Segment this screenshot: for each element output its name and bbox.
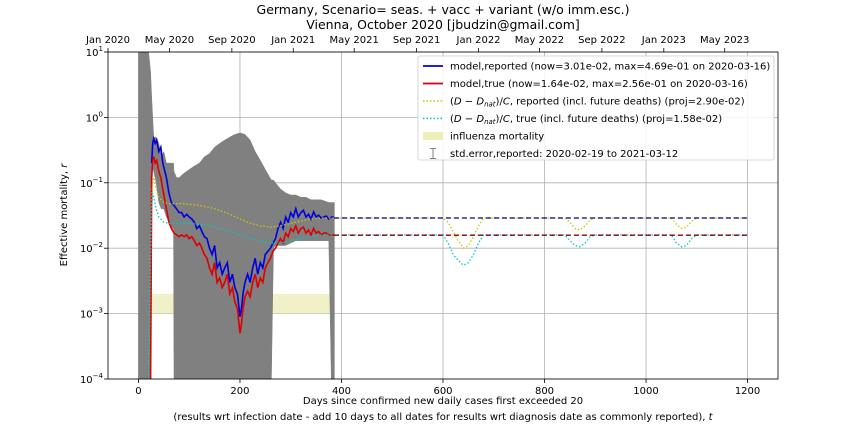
chart-subtitle: Vienna, October 2020 [jbudzin@gmail.com] — [306, 17, 580, 32]
x-axis-label-2: (results wrt infection date - add 10 day… — [173, 412, 713, 423]
top-tick-label: May 2021 — [330, 35, 379, 46]
top-tick-label: May 2020 — [145, 35, 194, 46]
y-axis-label: Effective mortality, r — [59, 163, 70, 267]
series-line-0 — [150, 135, 334, 317]
y-tick-label: 10−3 — [80, 307, 103, 321]
legend-label-3: (D − Dnat)/C, true (incl. future deaths)… — [450, 114, 722, 126]
legend-box — [417, 55, 775, 161]
legend-label-2: (D − Dnat)/C, reported (incl. future dea… — [450, 97, 745, 109]
x-axis-ticks: 0 200 400 600 800 1000 1200 — [135, 379, 760, 397]
top-tick-label: Jan 2022 — [456, 35, 501, 46]
top-tick-label: May 2023 — [700, 35, 749, 46]
x-tick-label: 1200 — [735, 386, 760, 397]
x-tick-label: 800 — [535, 386, 554, 397]
top-tick-label: Sep 2022 — [578, 35, 625, 46]
top-tick-label: Sep 2020 — [208, 35, 255, 46]
x-tick-label: 0 — [135, 386, 141, 397]
legend-label-5: std.error,reported: 2020-02-19 to 2021-0… — [450, 149, 678, 160]
x-tick-label: 400 — [332, 386, 351, 397]
chart-title: Germany, Scenario= seas. + vacc + varian… — [257, 2, 630, 17]
legend-label-4: influenza mortality — [450, 132, 544, 143]
y-tick-label: 10−4 — [80, 372, 104, 386]
top-axis-ticks: Jan 2020 May 2020 Sep 2020 Jan 2021 May 2021… — [85, 35, 749, 52]
series-line-1 — [149, 156, 334, 380]
x-tick-label: 1000 — [633, 386, 658, 397]
top-tick-label: Jan 2020 — [85, 35, 130, 46]
x-tick-label: 600 — [433, 386, 452, 397]
x-axis-label: Days since confirmed new daily cases fir… — [303, 396, 583, 407]
y-tick-label: 10−1 — [80, 176, 103, 190]
legend-swatch-4 — [423, 132, 443, 140]
top-tick-label: Sep 2021 — [393, 35, 440, 46]
x-tick-label: 200 — [230, 386, 249, 397]
y-axis-ticks: 10−4 10−3 10−2 10−1 100 101 — [80, 45, 108, 386]
y-tick-label: 101 — [86, 45, 103, 59]
top-tick-label: Jan 2021 — [270, 35, 315, 46]
y-tick-label: 10−2 — [80, 241, 103, 255]
top-tick-label: May 2022 — [515, 35, 564, 46]
legend-label-0: model,reported (now=3.01e-02, max=4.69e-… — [450, 62, 770, 73]
legend: model,reported (now=3.01e-02, max=4.69e-… — [417, 55, 775, 161]
series-layer — [147, 135, 748, 380]
top-tick-label: Jan 2023 — [641, 35, 686, 46]
y-tick-label: 100 — [86, 110, 103, 124]
legend-label-1: model,true (now=1.64e-02, max=2.56e-01 o… — [450, 79, 748, 90]
